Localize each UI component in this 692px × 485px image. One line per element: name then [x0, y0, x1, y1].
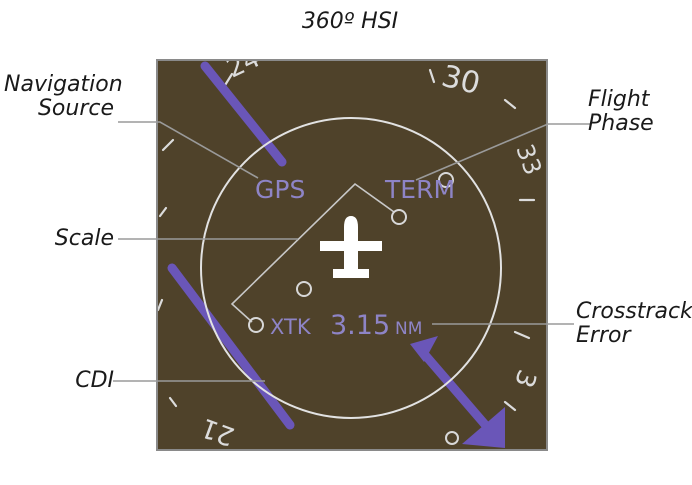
callout-line: Crosstrack [576, 299, 692, 324]
course-needle-shaft [421, 351, 493, 433]
figure-title: 360º HSI [301, 9, 399, 34]
callout-crosstrack-error: Crosstrack Error [576, 299, 692, 348]
deviation-dot [438, 172, 454, 188]
xtk-value: 3.15 [330, 310, 390, 341]
leader-line-flight-phase [415, 123, 590, 181]
cdi-bar-lower [167, 263, 295, 430]
callout-scale: Scale [4, 227, 114, 251]
deviation-dot [296, 281, 312, 297]
callout-navigation-source: Navigation Source [4, 72, 123, 121]
flight-phase-label: TERM [384, 175, 455, 204]
leader-lines [113, 121, 590, 382]
deviation-dot [248, 317, 264, 333]
nav-source-label: GPS [255, 175, 305, 204]
callout-line: Scale [54, 226, 114, 251]
callout-line: Phase [588, 111, 654, 136]
deviation-dots [248, 172, 459, 445]
course-needle-tail [410, 336, 438, 362]
callout-flight-phase: Flight Phase [588, 88, 688, 136]
callout-line: Error [576, 323, 631, 348]
xtk-label: XTK [270, 315, 312, 339]
scale-diamond [230, 182, 395, 323]
xtk-unit: NM [395, 319, 422, 339]
callout-line: CDI [75, 368, 114, 393]
callout-line: Flight [588, 87, 650, 112]
leader-line-navigation-source [118, 121, 259, 179]
callout-line: Navigation [4, 72, 123, 97]
deviation-dot [391, 209, 407, 225]
course-needle-arrowhead [462, 407, 505, 448]
hsi-panel-border [156, 59, 548, 451]
deviation-dot [445, 431, 459, 445]
compass-ring [200, 117, 502, 419]
callout-cdi: CDI [4, 369, 114, 393]
aircraft-icon [320, 216, 382, 278]
callout-line: Source [37, 96, 114, 121]
cdi-bar-upper [200, 61, 287, 167]
